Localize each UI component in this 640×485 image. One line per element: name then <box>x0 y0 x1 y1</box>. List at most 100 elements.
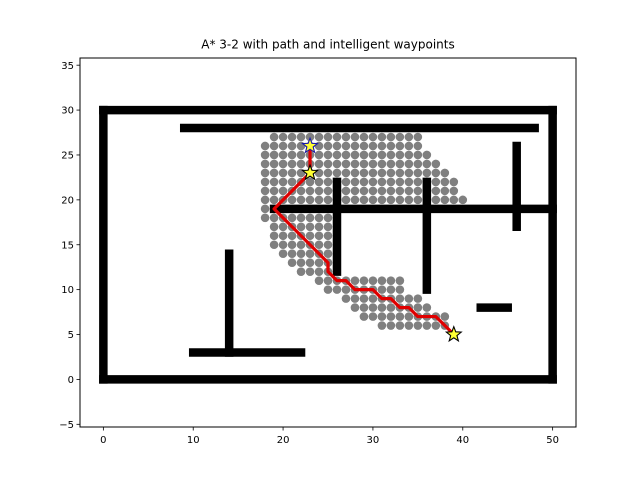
explored-node <box>287 213 297 223</box>
explored-node <box>377 195 387 205</box>
explored-node <box>341 285 351 294</box>
explored-node <box>341 294 351 303</box>
explored-node <box>296 195 306 205</box>
explored-node <box>359 177 369 187</box>
explored-node <box>377 177 387 187</box>
explored-node <box>278 150 288 160</box>
explored-node <box>332 159 342 169</box>
explored-node <box>404 321 414 330</box>
explored-node <box>260 195 270 205</box>
explored-node <box>296 267 306 276</box>
explored-node <box>422 159 432 169</box>
explored-node <box>368 303 378 312</box>
explored-node <box>323 132 333 142</box>
waypoints-layer <box>301 136 463 343</box>
explored-node <box>422 168 432 178</box>
explored-node <box>359 150 369 160</box>
explored-node <box>323 186 333 196</box>
explored-nodes-layer <box>260 132 468 330</box>
explored-node <box>368 312 378 321</box>
explored-node <box>449 177 459 187</box>
explored-node <box>314 177 324 187</box>
explored-node <box>359 312 369 321</box>
explored-node <box>377 186 387 196</box>
explored-node <box>368 141 378 151</box>
explored-node <box>260 186 270 196</box>
explored-node <box>260 177 270 187</box>
explored-node <box>287 168 297 178</box>
explored-node <box>413 177 423 187</box>
explored-node <box>359 186 369 196</box>
explored-node <box>386 285 396 294</box>
explored-node <box>404 159 414 169</box>
explored-node <box>377 150 387 160</box>
explored-node <box>359 195 369 205</box>
explored-node <box>296 249 306 259</box>
explored-node <box>323 222 333 232</box>
explored-node <box>260 159 270 169</box>
explored-node <box>386 159 396 169</box>
explored-node <box>386 303 396 312</box>
explored-node <box>269 177 279 187</box>
explored-node <box>377 132 387 142</box>
explored-node <box>287 240 297 250</box>
explored-node <box>323 276 333 285</box>
waypoint-start-star <box>301 136 319 154</box>
explored-node <box>350 177 360 187</box>
explored-node <box>368 195 378 205</box>
y-tick-label: 5 <box>68 330 74 341</box>
explored-node <box>431 195 441 205</box>
explored-node <box>341 177 351 187</box>
explored-node <box>278 249 288 259</box>
explored-node <box>269 222 279 232</box>
chart-title: A* 3-2 with path and intelligent waypoin… <box>201 38 454 52</box>
explored-node <box>350 141 360 151</box>
y-tick-label: 25 <box>61 151 74 162</box>
explored-node <box>260 141 270 151</box>
explored-node <box>323 249 333 259</box>
explored-node <box>260 204 270 214</box>
explored-node <box>386 168 396 178</box>
explored-node <box>359 159 369 169</box>
x-tick-label: 10 <box>187 435 200 446</box>
explored-node <box>440 186 450 196</box>
y-tick-label: 35 <box>61 61 74 72</box>
explored-node <box>386 141 396 151</box>
explored-node <box>278 240 288 250</box>
explored-node <box>296 240 306 250</box>
explored-node <box>341 150 351 160</box>
explored-node <box>404 294 414 303</box>
explored-node <box>413 321 423 330</box>
explored-node <box>323 231 333 241</box>
explored-node <box>386 312 396 321</box>
explored-node <box>431 321 441 330</box>
explored-node <box>323 213 333 223</box>
explored-node <box>350 276 360 285</box>
explored-node <box>431 177 441 187</box>
explored-node <box>404 186 414 196</box>
explored-node <box>359 168 369 178</box>
explored-node <box>350 150 360 160</box>
explored-node <box>368 276 378 285</box>
explored-node <box>260 213 270 223</box>
explored-node <box>260 168 270 178</box>
explored-node <box>368 294 378 303</box>
explored-node <box>296 213 306 223</box>
explored-node <box>440 177 450 187</box>
explored-node <box>368 132 378 142</box>
explored-node <box>341 195 351 205</box>
explored-node <box>278 141 288 151</box>
explored-node <box>413 195 423 205</box>
explored-node <box>404 132 414 142</box>
explored-node <box>449 186 459 196</box>
explored-node <box>431 186 441 196</box>
x-tick-label: 40 <box>456 435 469 446</box>
explored-node <box>350 132 360 142</box>
explored-node <box>278 186 288 196</box>
explored-node <box>404 168 414 178</box>
explored-node <box>386 150 396 160</box>
explored-node <box>278 177 288 187</box>
explored-node <box>314 195 324 205</box>
explored-node <box>332 150 342 160</box>
